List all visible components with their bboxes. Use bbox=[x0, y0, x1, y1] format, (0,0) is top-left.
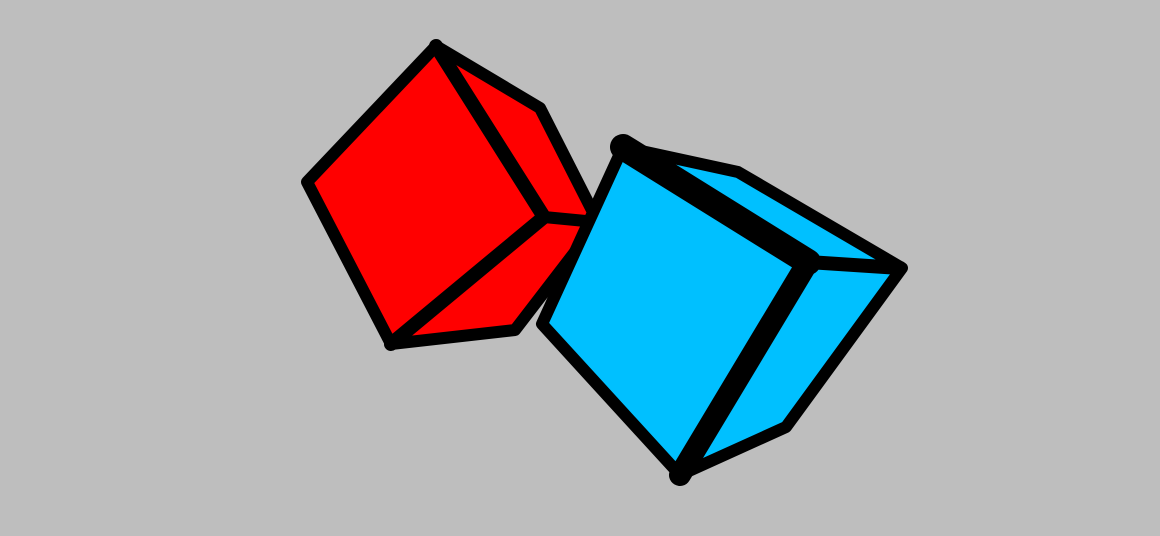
red-cube-inner-edge-top bbox=[429, 39, 551, 224]
red-cube-right-face bbox=[436, 46, 598, 222]
red-cube-bottom-face bbox=[391, 217, 598, 344]
cyan-cube-inner-edge-bottom bbox=[669, 251, 819, 486]
cyan-cube-inner-edge-right bbox=[801, 255, 907, 275]
red-cube-inner-edge-left bbox=[384, 210, 551, 351]
cyan-cube-right-face bbox=[680, 262, 902, 475]
cyan-cube[interactable] bbox=[536, 134, 908, 486]
cyan-cube-inner-edge-top bbox=[610, 134, 821, 275]
cyan-cube-outline-edge bbox=[536, 141, 908, 481]
red-cube-outline-edge bbox=[301, 40, 604, 350]
red-cube[interactable] bbox=[301, 39, 604, 351]
